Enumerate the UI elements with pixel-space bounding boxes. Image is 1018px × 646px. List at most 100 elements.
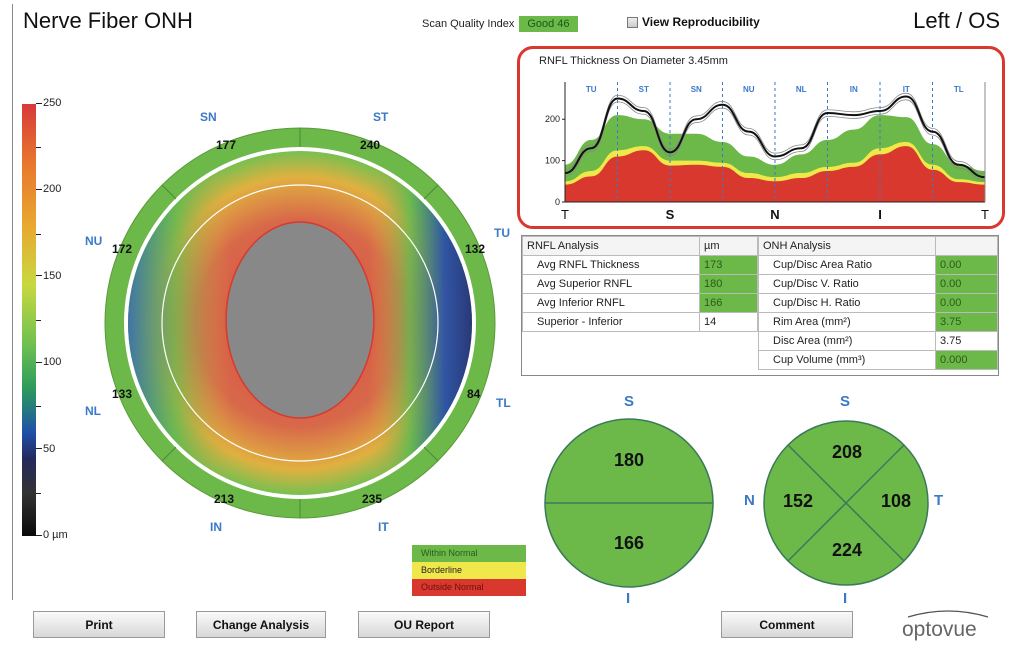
- row-label: Cup Volume (mm³): [758, 350, 936, 370]
- x-axis-label: I: [878, 207, 882, 222]
- row-label: Rim Area (mm²): [758, 312, 936, 332]
- row-label: Cup/Disc V. Ratio: [758, 274, 936, 294]
- colorbar-minor-tick: [36, 320, 41, 321]
- quad-temporal-value: 108: [880, 491, 912, 511]
- hemi-superior-value: 180: [613, 450, 645, 470]
- sector-value-sn: 177: [216, 138, 236, 152]
- logo-text: optovue: [902, 618, 977, 641]
- colorbar-minor-tick: [36, 233, 41, 235]
- table-row: Rim Area (mm²) 3.75: [758, 312, 998, 332]
- quad-label-s: S: [840, 393, 851, 410]
- sector-label-in: IN: [210, 520, 222, 534]
- quad-label-i: I: [843, 590, 848, 607]
- x-axis-label: T: [561, 207, 569, 222]
- row-label: Cup/Disc Area Ratio: [758, 255, 936, 275]
- chart-sector-label: SN: [691, 85, 702, 94]
- eye-label: Left / OS: [913, 8, 1000, 33]
- row-value: 0.00: [935, 255, 998, 275]
- colorbar-minor-tick: [36, 492, 41, 494]
- sector-label-it: IT: [378, 520, 389, 534]
- table-row: Cup/Disc H. Ratio 0.00: [758, 293, 998, 313]
- table-row: Cup/Disc V. Ratio 0.00: [758, 274, 998, 294]
- colorbar-tick-label: 150: [36, 270, 61, 282]
- rnfl-unit: µm: [699, 236, 758, 256]
- sector-label-tu: TU: [494, 226, 510, 240]
- scan-quality-label: Scan Quality Index: [422, 18, 515, 30]
- view-reproducibility-toggle[interactable]: View Reproducibility: [627, 15, 760, 29]
- quadrant-pie: [763, 420, 929, 586]
- hemi-label-i: I: [626, 590, 631, 607]
- sector-label-st: ST: [373, 110, 389, 124]
- quad-label-t: T: [934, 492, 944, 509]
- chart-sector-label: NU: [743, 85, 755, 94]
- row-value: 3.75: [935, 331, 998, 351]
- normative-legend: Within Normal Borderline Outside Normal: [412, 545, 526, 596]
- y-tick-label: 200: [545, 114, 560, 124]
- quad-superior-value: 208: [831, 442, 863, 462]
- chart-sector-label: IT: [903, 85, 910, 94]
- change-analysis-button[interactable]: Change Analysis: [196, 611, 326, 638]
- page-title: Nerve Fiber ONH: [23, 8, 193, 33]
- hemi-label-s: S: [624, 393, 635, 410]
- sector-label-nl: NL: [85, 404, 101, 418]
- onh-unit: [935, 236, 998, 256]
- scan-quality-badge: Good 46: [519, 16, 578, 32]
- legend-outside-normal: Outside Normal: [412, 579, 526, 596]
- sector-value-tu: 132: [465, 242, 485, 256]
- onh-header: ONH Analysis: [758, 236, 936, 256]
- patient-rnfl-line: [564, 95, 986, 179]
- chart-sector-label: TL: [954, 85, 964, 94]
- legend-borderline: Borderline: [412, 562, 526, 579]
- scan-circle: [161, 184, 439, 462]
- colorbar-tick-label: 50: [36, 443, 55, 455]
- chart-sector-label: IN: [850, 85, 858, 94]
- table-row: Avg Inferior RNFL 166: [522, 293, 758, 313]
- optic-disc: [225, 221, 375, 419]
- sector-dividers: [161, 128, 439, 518]
- table-row: Avg RNFL Thickness 173: [522, 255, 758, 275]
- row-value: 14: [699, 312, 758, 332]
- sector-label-sn: SN: [200, 110, 217, 124]
- view-reproducibility-checkbox[interactable]: [627, 16, 638, 28]
- colorbar-tick-label: 200: [36, 183, 61, 195]
- analysis-panel: [521, 235, 999, 376]
- row-value: 0.00: [935, 274, 998, 294]
- quad-inferior-value: 224: [831, 540, 863, 560]
- row-value: 0.000: [935, 350, 998, 370]
- patient-lower-envelope: [564, 99, 986, 181]
- row-value: 3.75: [935, 312, 998, 332]
- thickness-map: 177 240 132 84 235 213 133 172: [104, 127, 496, 519]
- sector-label-tl: TL: [496, 396, 511, 410]
- table-row: Disc Area (mm²) 3.75: [758, 331, 998, 351]
- sector-value-nu: 172: [112, 242, 132, 256]
- optovue-logo: optovue: [902, 610, 989, 641]
- colorbar-minor-tick: [36, 147, 41, 149]
- quad-label-n: N: [744, 492, 755, 509]
- sector-value-st: 240: [360, 138, 380, 152]
- left-border: [12, 4, 13, 600]
- table-row: Avg Superior RNFL 180: [522, 274, 758, 294]
- colorbar-minor-tick: [36, 406, 41, 408]
- tsnit-chart-frame: [517, 46, 1005, 229]
- sector-value-tl: 84: [467, 387, 481, 401]
- sector-value-nl: 133: [112, 387, 132, 401]
- hemisphere-pie: [544, 418, 714, 588]
- colorbar-tick-label: 100: [36, 356, 61, 368]
- patient-upper-envelope: [564, 92, 986, 175]
- sector-value-it: 235: [362, 492, 382, 506]
- row-value: 166: [699, 293, 758, 313]
- view-reproducibility-label: View Reproducibility: [642, 15, 760, 29]
- colorbar-tick-label: 0 µm: [36, 529, 68, 541]
- comment-button[interactable]: Comment: [721, 611, 853, 638]
- row-label: Avg Superior RNFL: [522, 274, 700, 294]
- sector-label-nu: NU: [85, 234, 103, 248]
- hemi-inferior-value: 166: [613, 533, 645, 553]
- table-row: Cup/Disc Area Ratio 0.00: [758, 255, 998, 275]
- chart-sector-label: TU: [586, 85, 597, 94]
- print-button[interactable]: Print: [33, 611, 165, 638]
- row-value: 0.00: [935, 293, 998, 313]
- ou-report-button[interactable]: OU Report: [358, 611, 490, 638]
- row-label: Avg Inferior RNFL: [522, 293, 700, 313]
- chart-sector-label: ST: [639, 85, 649, 94]
